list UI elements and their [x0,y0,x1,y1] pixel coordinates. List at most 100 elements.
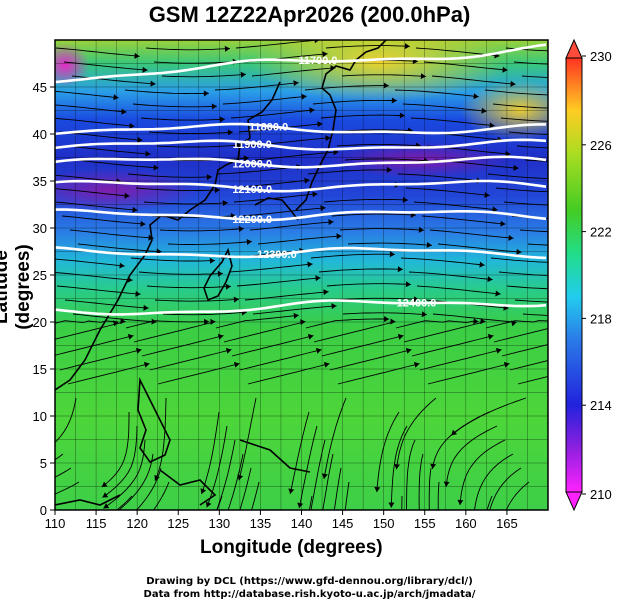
x-tick-label: 165 [496,516,518,531]
streamline-arrow [386,166,392,173]
streamline [390,425,408,508]
streamline [336,143,421,147]
streamline [416,285,501,295]
streamline [289,411,310,494]
streamline [429,229,514,239]
streamline [500,117,548,122]
streamline [238,397,257,481]
streamline [506,285,548,290]
streamline-arrow [316,531,322,536]
streamline-arrow [63,538,69,543]
streamline-arrow [151,318,157,325]
x-tick-label: 135 [250,516,272,531]
streamline-arrow [120,318,126,325]
streamline [138,271,223,275]
streamline [116,495,133,510]
contour-line [55,138,547,151]
streamline-arrow [293,80,299,87]
streamline [307,169,392,175]
streamline-arrow [297,502,304,509]
y-tick-label: 45 [33,80,47,95]
streamline-arrow [135,290,141,297]
streamline-arrow [430,463,437,469]
streamline-arrow [510,80,516,87]
footer-credit-data: Data from http://database.rish.kyoto-u.a… [143,589,476,600]
streamline-arrow [240,71,246,78]
streamline [413,201,498,211]
streamline [405,187,490,196]
streamline [403,321,486,343]
streamline [492,103,548,109]
colorbar-tick-label: 214 [590,398,612,413]
streamline [312,99,397,105]
streamline [493,328,548,343]
streamline-arrow [225,347,232,354]
x-tick-label: 110 [45,516,66,531]
streamline-arrow [200,488,207,495]
y-axis-label: Latitude (degrees) [0,244,34,330]
streamline-arrow [300,319,306,326]
coastline [55,40,387,506]
streamline [484,89,548,96]
streamline [304,85,389,91]
streamline [127,173,212,178]
lat-lon-grid [55,40,548,510]
streamline-arrow [293,312,299,319]
contour-label: 11800.0 [249,122,288,134]
streamline [421,215,506,225]
streamline-arrow [102,492,109,498]
streamline-arrow [591,215,596,221]
streamline [0,496,42,518]
streamline-arrow [312,191,318,198]
streamline-arrow [113,94,119,101]
streamline [341,74,426,77]
streamline [66,145,151,155]
streamline [228,263,313,273]
streamline [490,257,548,263]
streamline-arrow [336,233,342,240]
streamline [135,187,220,192]
streamline [325,45,410,49]
streamline [252,305,337,315]
streamline [423,61,508,71]
streamline-arrow [156,248,162,255]
contour-line [55,43,547,84]
streamline [124,89,209,95]
streamline-arrow [233,361,240,368]
streamline [55,453,64,461]
streamline-arrow [331,303,337,310]
streamline [102,425,138,498]
streamline-arrow [404,43,410,50]
streamline [251,67,336,77]
streamline [342,312,427,316]
streamline [201,411,220,495]
streamline [513,61,548,65]
streamline-arrow [607,241,612,247]
streamline [432,411,490,469]
streamline [162,311,247,316]
streamline [331,213,416,217]
contour-line [55,208,547,222]
streamline [473,453,514,510]
streamline [508,131,548,135]
streamline [347,242,432,246]
streamline [153,60,238,64]
streamline-arrow [217,270,223,277]
streamline [143,201,228,205]
streamline-arrow [117,541,123,546]
streamline-arrow [154,474,160,481]
streamline [310,253,395,259]
streamline-arrow [420,73,426,80]
streamline-arrow [487,276,493,283]
streamline [125,320,210,329]
streamline-arrow [1,508,7,514]
streamline [503,201,548,206]
streamline [71,75,156,85]
streamline-arrow [227,129,233,136]
streamline [298,425,318,509]
streamline [227,453,244,510]
streamline-arrow [594,299,599,305]
contour-line [55,179,547,193]
streamline [427,363,510,385]
